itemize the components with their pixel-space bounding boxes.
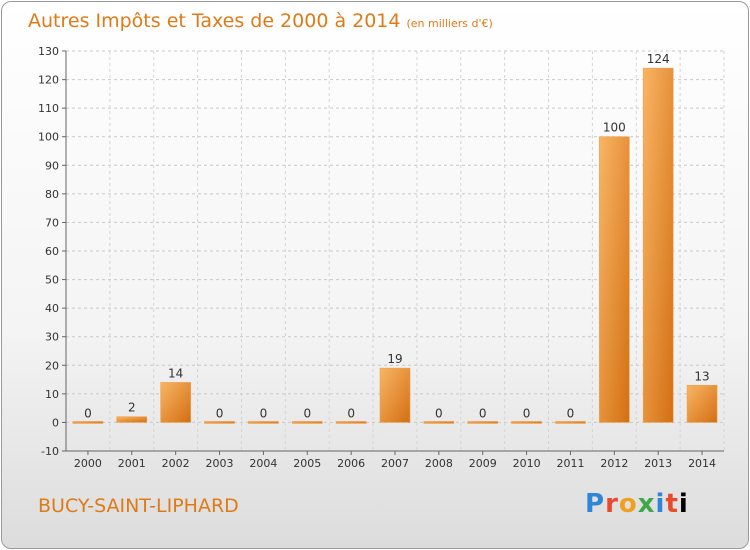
bar <box>423 421 455 424</box>
data-label: 0 <box>303 406 311 420</box>
bar <box>248 421 279 424</box>
data-label: 14 <box>168 366 183 380</box>
y-tick-label: 70 <box>45 216 59 229</box>
x-tick-label: 2012 <box>600 457 628 470</box>
data-label: 0 <box>84 406 92 420</box>
x-tick-label: 2004 <box>249 457 277 470</box>
logo-letter: P <box>585 489 606 519</box>
bar <box>204 421 235 424</box>
bar <box>116 416 148 423</box>
y-tick-label: 60 <box>45 245 59 258</box>
data-label: 0 <box>216 406 224 420</box>
logo-letter: i <box>655 489 666 519</box>
y-tick-label: 130 <box>38 45 59 58</box>
chart-subtitle: (en milliers d'€) <box>406 17 493 30</box>
y-tick-label: 50 <box>45 274 59 287</box>
x-tick-label: 2013 <box>644 457 672 470</box>
bar <box>686 384 718 423</box>
x-tick-label: 2003 <box>206 457 234 470</box>
logo-letter: r <box>605 489 619 519</box>
data-label: 0 <box>523 406 531 420</box>
y-tick-label: -10 <box>41 445 59 458</box>
y-tick-label: 20 <box>45 359 59 372</box>
bar <box>642 67 674 423</box>
bar <box>555 421 586 424</box>
chart-title-text: Autres Impôts et Taxes de 2000 à 2014 <box>28 10 401 32</box>
x-tick-label: 2007 <box>381 457 409 470</box>
bar <box>599 136 630 423</box>
bars <box>72 67 718 424</box>
y-tick-label: 110 <box>38 102 59 115</box>
commune-name: BUCY-SAINT-LIPHARD <box>38 495 239 517</box>
x-tick-label: 2005 <box>293 457 321 470</box>
y-tick-label: 10 <box>45 388 59 401</box>
x-tick-label: 2001 <box>118 457 146 470</box>
labels: -100102030405060708090100110120130200002… <box>38 45 716 470</box>
proxiti-logo: Proxiti <box>585 489 689 519</box>
data-label: 0 <box>479 406 487 420</box>
data-label: 0 <box>435 406 443 420</box>
bar <box>467 421 499 424</box>
y-tick-label: 30 <box>45 331 59 344</box>
data-label: 0 <box>260 406 268 420</box>
data-label: 0 <box>347 406 355 420</box>
logo-letter: x <box>637 489 656 519</box>
x-tick-label: 2009 <box>469 457 497 470</box>
data-label: 0 <box>567 406 575 420</box>
x-tick-label: 2000 <box>74 457 102 470</box>
bar <box>379 367 411 423</box>
x-tick-label: 2010 <box>513 457 541 470</box>
data-label: 19 <box>387 352 402 366</box>
bar <box>72 421 104 424</box>
bar <box>335 421 367 424</box>
chart-title: Autres Impôts et Taxes de 2000 à 2014 (en… <box>28 10 493 32</box>
logo-letter: i <box>678 489 689 519</box>
bar <box>291 421 323 424</box>
bar <box>160 382 191 423</box>
data-label: 2 <box>128 401 136 415</box>
y-tick-label: 80 <box>45 188 59 201</box>
y-tick-label: 90 <box>45 159 59 172</box>
x-tick-label: 2014 <box>688 457 716 470</box>
data-label: 13 <box>694 369 709 383</box>
x-tick-label: 2002 <box>162 457 190 470</box>
y-tick-label: 120 <box>38 74 59 87</box>
y-tick-label: 40 <box>45 302 59 315</box>
x-tick-label: 2011 <box>556 457 584 470</box>
axes <box>62 50 724 455</box>
data-label: 100 <box>603 121 626 135</box>
x-tick-label: 2006 <box>337 457 365 470</box>
x-tick-label: 2008 <box>425 457 453 470</box>
y-tick-label: 100 <box>38 131 59 144</box>
y-tick-label: 0 <box>52 416 59 429</box>
logo-letter: t <box>665 489 679 519</box>
data-label: 124 <box>647 52 670 66</box>
logo-letter: o <box>618 489 638 519</box>
bar <box>511 421 542 424</box>
